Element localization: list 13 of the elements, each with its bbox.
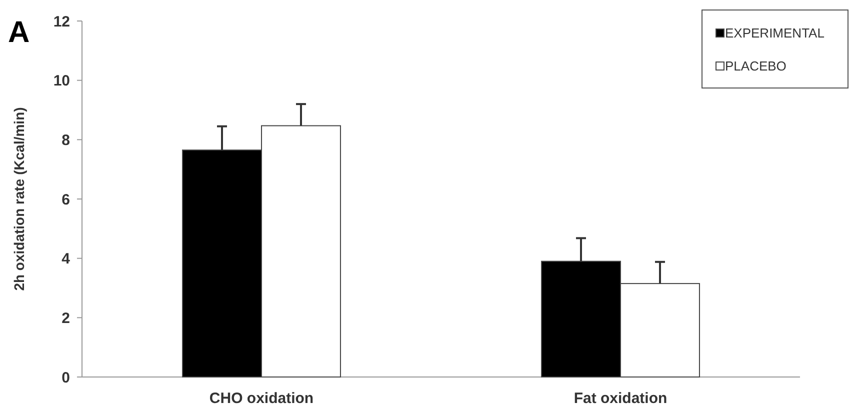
chart-title: A bbox=[8, 16, 30, 49]
y-axis-title: 2h oxidation rate (Kcal/min) bbox=[11, 107, 27, 291]
y-tick-label: 4 bbox=[62, 250, 71, 268]
y-tick-label: 10 bbox=[53, 72, 70, 90]
legend-label: EXPERIMENTAL bbox=[725, 26, 824, 41]
y-tick-label: 8 bbox=[62, 132, 70, 149]
y-tick-label: 12 bbox=[53, 13, 70, 30]
legend-label: PLACEBO bbox=[725, 58, 786, 74]
x-tick-label: CHO oxidation bbox=[209, 390, 314, 407]
x-tick-label: Fat oxidation bbox=[574, 390, 668, 407]
y-tick-label: 0 bbox=[62, 369, 70, 386]
y-tick-label: 6 bbox=[62, 191, 70, 208]
y-tick-label: 2 bbox=[62, 310, 70, 327]
